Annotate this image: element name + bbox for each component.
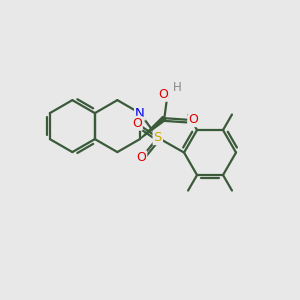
Text: O: O <box>188 113 198 126</box>
Text: O: O <box>132 117 142 130</box>
Text: H: H <box>172 81 181 94</box>
Text: O: O <box>158 88 168 101</box>
Polygon shape <box>140 116 166 139</box>
Text: S: S <box>154 131 162 144</box>
Text: N: N <box>135 106 145 120</box>
Text: O: O <box>136 152 146 164</box>
